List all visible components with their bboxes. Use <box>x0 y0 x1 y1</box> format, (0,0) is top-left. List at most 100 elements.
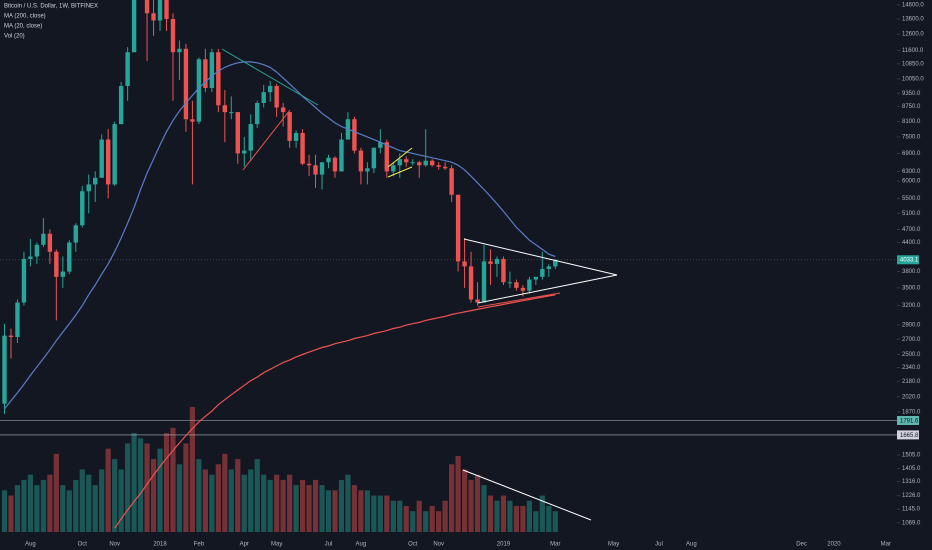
volume-bar <box>254 459 260 532</box>
drawings <box>221 48 618 521</box>
candle-body <box>313 165 318 175</box>
candle-body <box>112 124 117 185</box>
y-tick-label: 9350.0 <box>902 91 921 97</box>
y-tick-label: 2500.0 <box>902 352 921 358</box>
candle-body <box>183 48 189 120</box>
y-tick-label: 7500.0 <box>902 134 921 140</box>
volume-bar <box>14 485 21 532</box>
volume-bar <box>312 479 319 532</box>
y-tick-label: 11600.0 <box>902 48 924 54</box>
candle-body <box>47 233 53 252</box>
candle-body <box>54 251 59 277</box>
y-tick-label: 6000.0 <box>902 179 921 185</box>
candle-body <box>105 139 111 185</box>
x-tick-label: Feb <box>194 542 205 548</box>
candle-body <box>488 261 493 264</box>
volume-bar <box>47 474 53 532</box>
volume-bar <box>105 448 111 532</box>
candle-body <box>196 59 202 122</box>
candle-body <box>131 0 137 53</box>
volume-bar <box>429 505 435 532</box>
y-tick-label: 2700.0 <box>902 337 921 343</box>
volume-bar <box>513 505 520 532</box>
candle-body <box>410 162 415 164</box>
volume-bar <box>449 464 455 532</box>
volume-bar <box>53 453 59 532</box>
volume-bar <box>137 438 144 532</box>
price-label-box <box>897 255 919 265</box>
volume-bar <box>293 485 299 532</box>
x-tick-label: Jul <box>655 542 663 548</box>
candle-body <box>144 0 150 14</box>
volume-bar <box>112 459 118 532</box>
candle-body <box>417 162 422 166</box>
volume-bar <box>397 500 403 532</box>
y-tick-label: 2340.0 <box>902 365 921 371</box>
volume-bar <box>455 455 461 532</box>
volume-bar <box>202 469 208 532</box>
volume-bar <box>403 505 409 532</box>
candle-body <box>99 139 104 178</box>
y-tick-label: 3800.0 <box>902 269 921 275</box>
volume-bar <box>306 485 312 532</box>
y-tick-label: 12600.0 <box>902 32 924 38</box>
volume-bar <box>150 459 157 532</box>
candle-body <box>449 168 454 195</box>
candle-body <box>80 191 85 226</box>
candle-body <box>255 102 260 125</box>
trend-line-green <box>221 48 319 106</box>
candle-body <box>339 139 344 172</box>
candle-body <box>468 266 474 300</box>
candle-body <box>41 233 46 245</box>
x-tick-label: Jul <box>325 542 333 548</box>
candle-body <box>332 157 338 172</box>
volume-bar <box>215 464 221 532</box>
candle-body <box>73 225 78 243</box>
volume-bar <box>222 453 228 532</box>
candle-body <box>455 194 461 262</box>
candle-body <box>21 258 27 303</box>
candle-body <box>118 85 124 125</box>
candle-body <box>177 48 182 53</box>
price-pane <box>0 0 897 529</box>
volume-bar <box>176 464 183 532</box>
y-tick-label: 5500.0 <box>902 196 921 202</box>
chart-title: Bitcoin / U.S. Dollar, 1W, BITFINEX <box>4 4 98 10</box>
candle-body <box>520 287 526 291</box>
candle-body <box>274 85 279 108</box>
candle-body <box>8 335 14 338</box>
legend-entry: MA (200, close) <box>4 14 46 20</box>
y-tick-label: 5100.0 <box>902 211 921 217</box>
triangle-lower <box>477 274 618 304</box>
volume-bar <box>526 500 532 532</box>
candle-body <box>365 168 370 172</box>
y-tick-label: 1226.0 <box>902 493 921 499</box>
candle-body <box>125 52 130 86</box>
volume-bar <box>338 479 345 532</box>
x-tick-label: Mar <box>881 542 891 548</box>
volume-bar <box>196 459 202 532</box>
candle-body <box>93 177 98 185</box>
x-tick-label: Apr <box>240 542 249 548</box>
y-tick-label: 2900.0 <box>902 323 921 329</box>
y-tick-label: 1870.0 <box>902 410 921 416</box>
candle-body <box>475 299 480 303</box>
candle-body <box>157 0 163 21</box>
candle-body <box>300 132 305 164</box>
candle-body <box>170 19 176 53</box>
volume-bar <box>1 490 8 532</box>
candle-body <box>371 147 377 169</box>
candle-body <box>248 124 253 151</box>
volume-bar <box>183 443 189 532</box>
volume-bar <box>384 495 390 532</box>
candle-body <box>533 276 539 280</box>
volume-bar <box>319 485 325 532</box>
volume-bar <box>546 505 552 532</box>
candle-body <box>151 13 156 21</box>
volume-bar <box>274 474 280 532</box>
y-tick-label: 2180.0 <box>902 379 921 385</box>
volume-bar <box>163 433 170 532</box>
candle-body <box>378 142 383 148</box>
flag-lower <box>387 166 413 178</box>
